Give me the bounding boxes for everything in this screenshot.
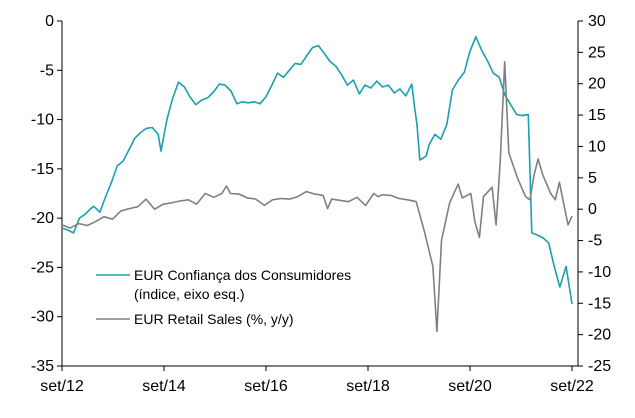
x-axis-ticks: set/12 set/14 set/16 set/18 set/20 set/22: [40, 366, 594, 395]
retail-sales-line: [61, 61, 573, 333]
left-axis-ticks: 0 -5 -10 -15 -20 -25 -30 -35: [31, 13, 62, 375]
x-tick-label: set/20: [448, 378, 492, 395]
right-tick-label: -20: [588, 327, 611, 344]
right-axis-ticks: 30 25 20 15 10 5 0 -5 -10 -15 -20 -25: [578, 13, 611, 375]
axes: [61, 21, 579, 367]
left-tick-label: -30: [31, 309, 54, 326]
left-tick-label: -15: [31, 161, 54, 178]
x-tick-label: set/14: [142, 378, 186, 395]
right-tick-label: 25: [588, 44, 606, 61]
x-tick-label: set/16: [244, 378, 288, 395]
series-layer: [61, 36, 573, 333]
right-tick-label: 15: [588, 107, 606, 124]
x-tick-label: set/18: [346, 378, 390, 395]
legend-label-confidence-line2: (índice, eixo esq.): [134, 286, 245, 302]
right-tick-label: 5: [588, 170, 597, 187]
left-tick-label: 0: [45, 13, 54, 30]
consumer-confidence-line: [61, 36, 573, 305]
left-tick-label: -5: [40, 62, 54, 79]
right-tick-label: 30: [588, 13, 606, 30]
left-tick-label: -10: [31, 112, 54, 129]
legend: EUR Confiança dos Consumidores (índice, e…: [96, 267, 351, 327]
right-tick-label: 20: [588, 76, 606, 93]
right-tick-label: 10: [588, 138, 606, 155]
left-tick-label: -25: [31, 259, 54, 276]
right-tick-label: 0: [588, 201, 597, 218]
x-tick-label: set/22: [550, 378, 594, 395]
right-tick-label: -15: [588, 295, 611, 312]
right-tick-label: -10: [588, 264, 611, 281]
legend-label-confidence: EUR Confiança dos Consumidores: [134, 267, 351, 283]
right-tick-label: -5: [588, 233, 602, 250]
x-tick-label: set/12: [40, 378, 84, 395]
left-tick-label: -20: [31, 210, 54, 227]
left-tick-label: -35: [31, 358, 54, 375]
right-tick-label: -25: [588, 358, 611, 375]
legend-label-retail: EUR Retail Sales (%, y/y): [134, 311, 293, 327]
